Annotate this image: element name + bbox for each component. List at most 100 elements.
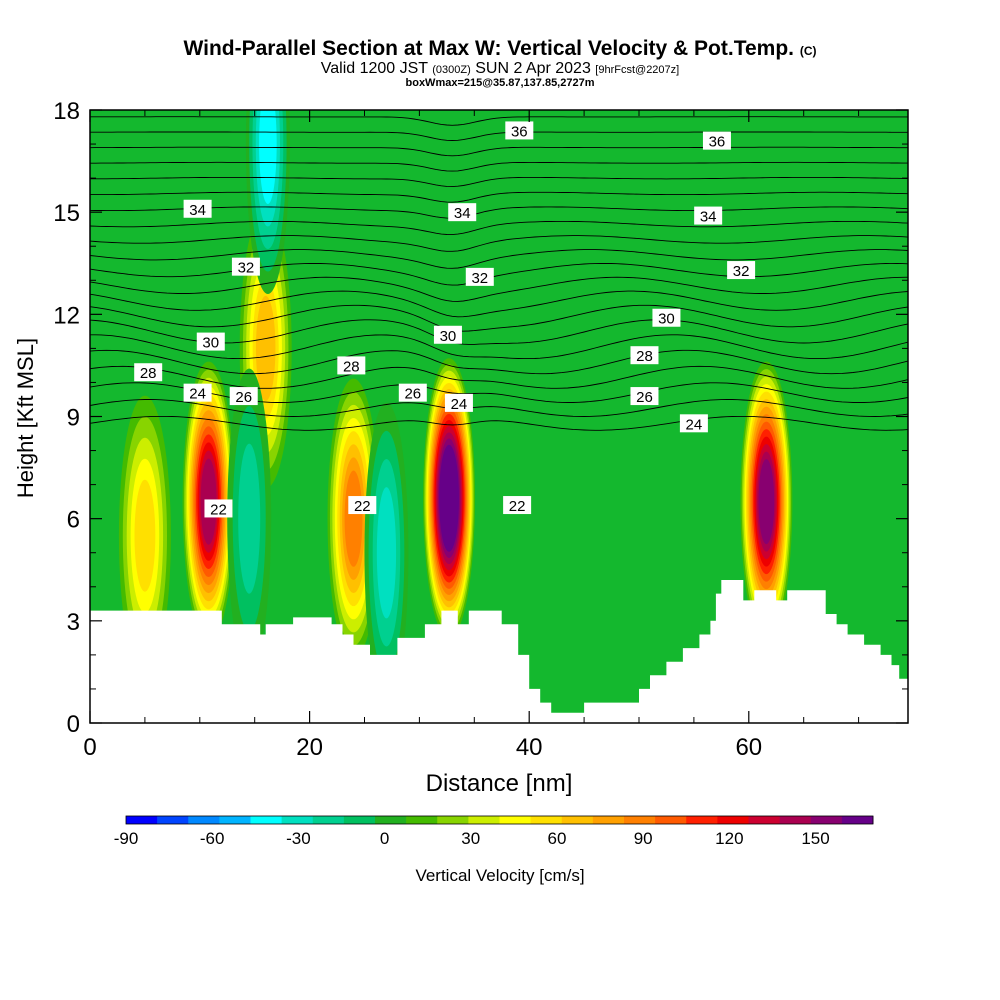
theta-label-box [183,199,212,218]
valid-prefix: Valid 1200 JST [320,60,428,77]
colorbar-swatch [188,816,220,824]
theta-label-box [465,267,494,286]
theta-label: 26 [630,387,659,406]
updraft-core-4-shell [255,295,276,401]
theta-label: 30 [652,308,681,328]
theta-label-text: 32 [238,260,255,277]
x-tick-label: 60 [735,734,762,761]
x-tick-label: 0 [83,734,96,761]
theta-label-box [134,363,163,382]
theta-label-box [448,203,477,222]
theta-label-box [727,261,756,280]
theta-label: 36 [702,131,731,151]
theta-contour-line [90,334,908,360]
theta-label-text: 34 [454,205,471,222]
theta-label-text: 36 [511,123,528,140]
theta-label: 36 [505,121,534,140]
colorbar-swatch [126,816,158,824]
theta-contour-line [90,235,908,252]
theta-label: 30 [433,325,462,345]
x-axis-label: Distance [nm] [426,770,573,797]
theta-label-text: 22 [210,501,227,518]
box-info: boxWmax=215@35.87,137.85,2727m [405,77,595,89]
y-axis-label: Height [Kft MSL] [13,338,38,498]
downdraft-core-2-shell [238,443,261,594]
updraft-core-3-shell [344,470,363,567]
theta-label: 22 [348,496,377,515]
theta-label-box [505,121,534,140]
theta-contour-line [90,161,908,172]
colorbar-tick-label: 30 [461,829,480,848]
theta-label: 32 [727,261,756,280]
colorbar-tick-label: 120 [715,829,743,848]
colorbar-swatch [375,816,407,824]
theta-contours [90,116,908,431]
theta-label-box [183,383,212,402]
y-tick-label: 15 [53,200,80,227]
colorbar-swatch [499,816,532,824]
updraft-core-2-shell [758,459,775,545]
theta-contour-line [90,382,908,403]
colorbar-swatch [219,816,251,824]
terrain-mask [90,580,908,723]
theta-label: 28 [134,363,163,382]
theta-contour-line [90,349,908,375]
theta-label: 26 [398,383,427,403]
theta-label-text: 24 [451,396,468,413]
theta-label-box [433,325,462,344]
theta-label-text: 26 [235,389,252,406]
theta-label: 24 [183,383,212,403]
theta-label-text: 28 [636,348,653,365]
theta-label: 24 [444,393,473,413]
theta-label-box [337,356,366,375]
theta-label: 24 [679,414,708,433]
theta-label-text: 32 [471,270,488,287]
y-tick-label: 12 [53,302,80,329]
theta-label-box [503,496,532,515]
colorbar-swatch [561,816,594,824]
theta-label-box [702,131,731,150]
downdraft-core-1-shell [376,487,397,619]
colorbar-swatch [810,816,843,824]
theta-contour-line [90,176,908,188]
theta-label-text: 22 [354,498,371,515]
colorbar-tick-label: -30 [286,829,311,848]
theta-label: 34 [694,206,723,226]
theta-label-text: 26 [404,386,421,403]
theta-contour-line [90,276,908,302]
colorbar-swatch [592,816,625,824]
theta-label-text: 28 [343,358,360,375]
colorbar-swatch [686,816,718,824]
valid-utc: (0300Z) [432,64,471,76]
colorbar-tick-label: -60 [200,829,225,848]
theta-label-text: 24 [189,386,206,403]
theta-contour-line [90,399,908,417]
colorbar-swatch [530,816,563,824]
downdraft-core-0-shell [259,110,277,205]
theta-label-text: 34 [189,202,206,219]
colorbar-swatch [779,816,812,824]
colorbar-tick-label: 90 [634,829,653,848]
y-tick-label: 9 [67,405,80,432]
valid-time-line: Valid 1200 JST (0300Z) SUN 2 Apr 2023 [9… [0,60,1000,78]
theta-label-box [630,387,659,406]
colorbar-swatch [841,816,874,824]
theta-contour-line [90,220,908,236]
colorbar-swatch [312,816,345,824]
theta-label-text: 34 [700,209,717,226]
colorbar-swatch [624,816,656,824]
colorbar-swatch [437,816,469,824]
theta-label: 32 [231,257,260,277]
theta-contour-line [90,249,908,269]
theta-contour-line [90,304,908,332]
colorbar-swatch [655,816,687,824]
theta-label-box [679,414,708,433]
theta-label-box [444,393,473,412]
theta-label-text: 22 [509,498,526,515]
theta-contour-line [90,319,908,345]
theta-label-text: 32 [733,263,750,280]
x-tick-label: 20 [296,734,323,761]
updraft-core-1-shell [441,457,457,540]
theta-label: 28 [630,346,659,365]
